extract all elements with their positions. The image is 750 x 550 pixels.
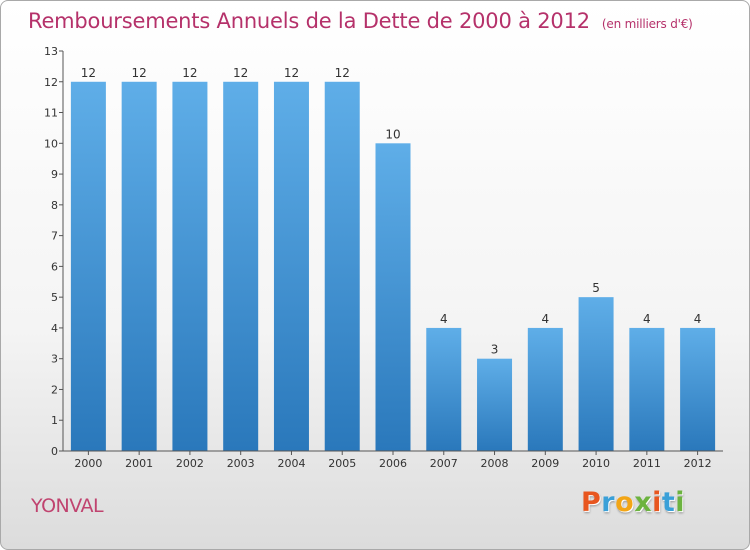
y-tick-label-11: 11 bbox=[44, 107, 58, 120]
y-tick-label-7: 7 bbox=[51, 230, 58, 243]
x-tick-label-2009: 2009 bbox=[531, 457, 559, 470]
x-tick-label-2011: 2011 bbox=[633, 457, 661, 470]
proxiti-logo: Proxiti bbox=[581, 487, 685, 518]
y-tick-label-1: 1 bbox=[51, 414, 58, 427]
logo-letter: i bbox=[675, 487, 686, 518]
y-tick-label-13: 13 bbox=[44, 45, 58, 58]
data-label-2001: 12 bbox=[132, 66, 147, 80]
bar-2001 bbox=[121, 81, 157, 452]
bar-2003 bbox=[223, 81, 259, 452]
y-tick-label-6: 6 bbox=[51, 260, 58, 273]
x-tick-label-2010: 2010 bbox=[582, 457, 610, 470]
logo-letter: i bbox=[652, 487, 662, 518]
y-tick-label-9: 9 bbox=[51, 168, 58, 181]
x-tick-label-2006: 2006 bbox=[379, 457, 407, 470]
data-label-2009: 4 bbox=[541, 312, 549, 326]
bar-2000 bbox=[70, 81, 106, 452]
x-tick-label-2002: 2002 bbox=[176, 457, 204, 470]
bar-2006 bbox=[375, 143, 411, 452]
x-axis: 2000 2001 2002 2003 2004 2005 2006 2007 2008 2009… bbox=[63, 450, 723, 470]
bar-2008 bbox=[477, 358, 513, 451]
logo-letter: P bbox=[581, 487, 602, 518]
data-label-2000: 12 bbox=[81, 66, 96, 80]
x-tick-label-2007: 2007 bbox=[430, 457, 458, 470]
y-tick-label-10: 10 bbox=[44, 137, 58, 150]
data-label-2004: 12 bbox=[284, 66, 299, 80]
bar-2010 bbox=[578, 297, 614, 451]
bar-2011 bbox=[629, 327, 665, 451]
x-tick-label-2000: 2000 bbox=[74, 457, 102, 470]
data-label-2011: 4 bbox=[643, 312, 651, 326]
logo-letter: o bbox=[615, 487, 635, 518]
data-label-2007: 4 bbox=[440, 312, 448, 326]
bar-2009 bbox=[527, 327, 563, 451]
y-tick-label-2: 2 bbox=[51, 383, 58, 396]
x-tick-label-2005: 2005 bbox=[328, 457, 356, 470]
data-label-2005: 12 bbox=[335, 66, 350, 80]
data-label-2010: 5 bbox=[592, 281, 600, 295]
bar-2004 bbox=[273, 81, 309, 452]
x-tick-label-2012: 2012 bbox=[684, 457, 712, 470]
bar-2005 bbox=[324, 81, 360, 452]
logo-letter: x bbox=[634, 487, 653, 518]
chart-title: Remboursements Annuels de la Dette de 20… bbox=[28, 9, 693, 33]
data-label-2002: 12 bbox=[182, 66, 197, 80]
x-tick-label-2003: 2003 bbox=[227, 457, 255, 470]
chart-title-text: Remboursements Annuels de la Dette de 20… bbox=[28, 9, 590, 33]
y-tick-label-0: 0 bbox=[51, 445, 58, 458]
y-tick-label-12: 12 bbox=[44, 76, 58, 89]
data-label-2008: 3 bbox=[491, 343, 499, 357]
y-tick-label-3: 3 bbox=[51, 353, 58, 366]
y-tick-label-4: 4 bbox=[51, 322, 58, 335]
chart-unit: (en milliers d'€) bbox=[601, 17, 693, 31]
logo-letter: r bbox=[601, 487, 616, 518]
y-tick-label-5: 5 bbox=[51, 291, 58, 304]
data-label-2006: 10 bbox=[385, 127, 400, 141]
data-labels-group: 12 12 12 12 12 12 10 4 3 4 5 4 4 bbox=[81, 66, 702, 357]
logo-letter: t bbox=[661, 487, 676, 518]
commune-name: YONVAL bbox=[31, 495, 104, 517]
bar-2012 bbox=[680, 327, 716, 451]
bars-group bbox=[70, 81, 716, 452]
data-label-2012: 4 bbox=[694, 312, 702, 326]
x-tick-label-2001: 2001 bbox=[125, 457, 153, 470]
y-tick-label-8: 8 bbox=[51, 199, 58, 212]
bar-2002 bbox=[172, 81, 208, 452]
bar-2007 bbox=[426, 327, 462, 451]
data-label-2003: 12 bbox=[233, 66, 248, 80]
x-tick-label-2004: 2004 bbox=[277, 457, 305, 470]
x-tick-label-2008: 2008 bbox=[481, 457, 509, 470]
